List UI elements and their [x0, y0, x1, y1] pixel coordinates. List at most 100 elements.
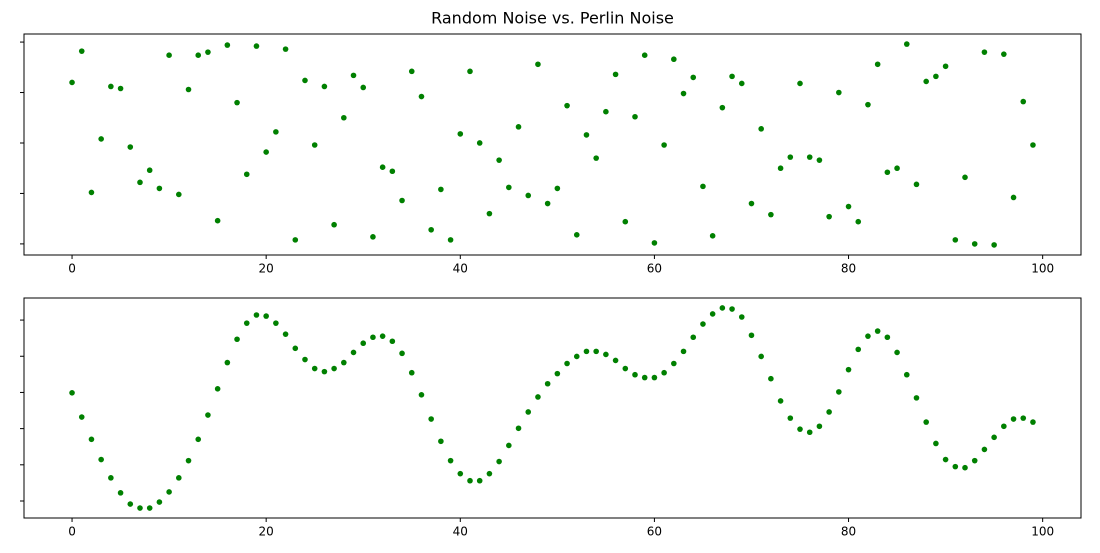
point — [127, 501, 134, 507]
point — [195, 436, 202, 443]
point — [845, 203, 852, 210]
point — [933, 73, 939, 80]
point — [903, 371, 910, 378]
point — [787, 154, 794, 160]
point — [428, 226, 434, 233]
point — [709, 311, 716, 317]
point — [486, 210, 493, 217]
point — [370, 334, 376, 341]
point — [612, 71, 619, 78]
point — [321, 83, 328, 90]
point — [874, 61, 881, 68]
point — [282, 46, 289, 52]
point — [506, 184, 512, 191]
point — [350, 72, 357, 79]
point — [923, 78, 929, 85]
point — [185, 457, 192, 464]
point — [797, 426, 803, 432]
point — [603, 351, 609, 358]
point — [1001, 51, 1007, 57]
point — [69, 79, 75, 86]
point — [942, 456, 949, 463]
point — [777, 398, 784, 404]
point — [195, 52, 202, 58]
point — [1030, 142, 1036, 148]
point — [166, 52, 172, 58]
point — [603, 108, 609, 115]
point — [981, 49, 988, 55]
point — [379, 333, 386, 339]
point — [292, 237, 299, 243]
point — [816, 423, 823, 430]
point — [738, 80, 745, 87]
point — [894, 349, 900, 356]
point — [321, 368, 328, 375]
x-tick-label: 0 — [68, 262, 76, 276]
point — [78, 48, 85, 54]
point — [671, 56, 677, 63]
point — [661, 369, 667, 376]
point — [991, 242, 997, 248]
x-tick-label: 80 — [841, 525, 856, 539]
point — [962, 464, 968, 471]
point — [1010, 416, 1017, 422]
point — [768, 211, 774, 218]
point — [156, 499, 163, 505]
point — [457, 131, 464, 137]
point — [797, 80, 803, 87]
point — [554, 370, 561, 377]
point — [234, 336, 240, 343]
point — [379, 164, 386, 171]
x-tick-label: 40 — [453, 525, 468, 539]
point — [573, 232, 580, 238]
point — [117, 85, 124, 92]
point — [166, 489, 172, 495]
point — [146, 167, 153, 174]
point — [680, 348, 687, 355]
point — [98, 456, 104, 463]
point — [108, 83, 114, 90]
point — [593, 155, 599, 161]
point — [341, 359, 347, 366]
point — [224, 359, 231, 366]
point — [1020, 415, 1027, 421]
point — [855, 346, 862, 353]
point — [573, 353, 580, 360]
point — [292, 345, 299, 352]
point — [671, 360, 677, 367]
point — [884, 169, 891, 176]
point — [719, 104, 726, 111]
x-tick-label: 100 — [1031, 262, 1054, 276]
point — [360, 340, 367, 347]
point — [98, 136, 104, 142]
point — [729, 306, 735, 312]
point — [865, 333, 871, 339]
point — [894, 165, 900, 172]
point — [273, 320, 279, 326]
point — [408, 68, 415, 75]
point — [117, 490, 124, 496]
point — [214, 386, 221, 392]
x-tick-label: 20 — [259, 525, 274, 539]
point — [146, 505, 153, 511]
point — [447, 237, 454, 243]
point — [350, 349, 357, 356]
point — [467, 477, 473, 484]
point — [874, 328, 881, 334]
point — [176, 191, 182, 198]
point — [942, 63, 949, 70]
point — [515, 124, 522, 130]
point — [583, 348, 590, 355]
x-tick-label: 80 — [841, 262, 856, 276]
point — [137, 505, 143, 511]
chart-title: Random Noise vs. Perlin Noise — [431, 9, 674, 28]
point — [156, 185, 163, 192]
point — [651, 240, 658, 246]
point — [758, 353, 764, 360]
point — [1030, 419, 1036, 425]
point — [515, 425, 522, 432]
point — [564, 102, 570, 109]
point — [476, 140, 483, 146]
point — [438, 186, 444, 193]
